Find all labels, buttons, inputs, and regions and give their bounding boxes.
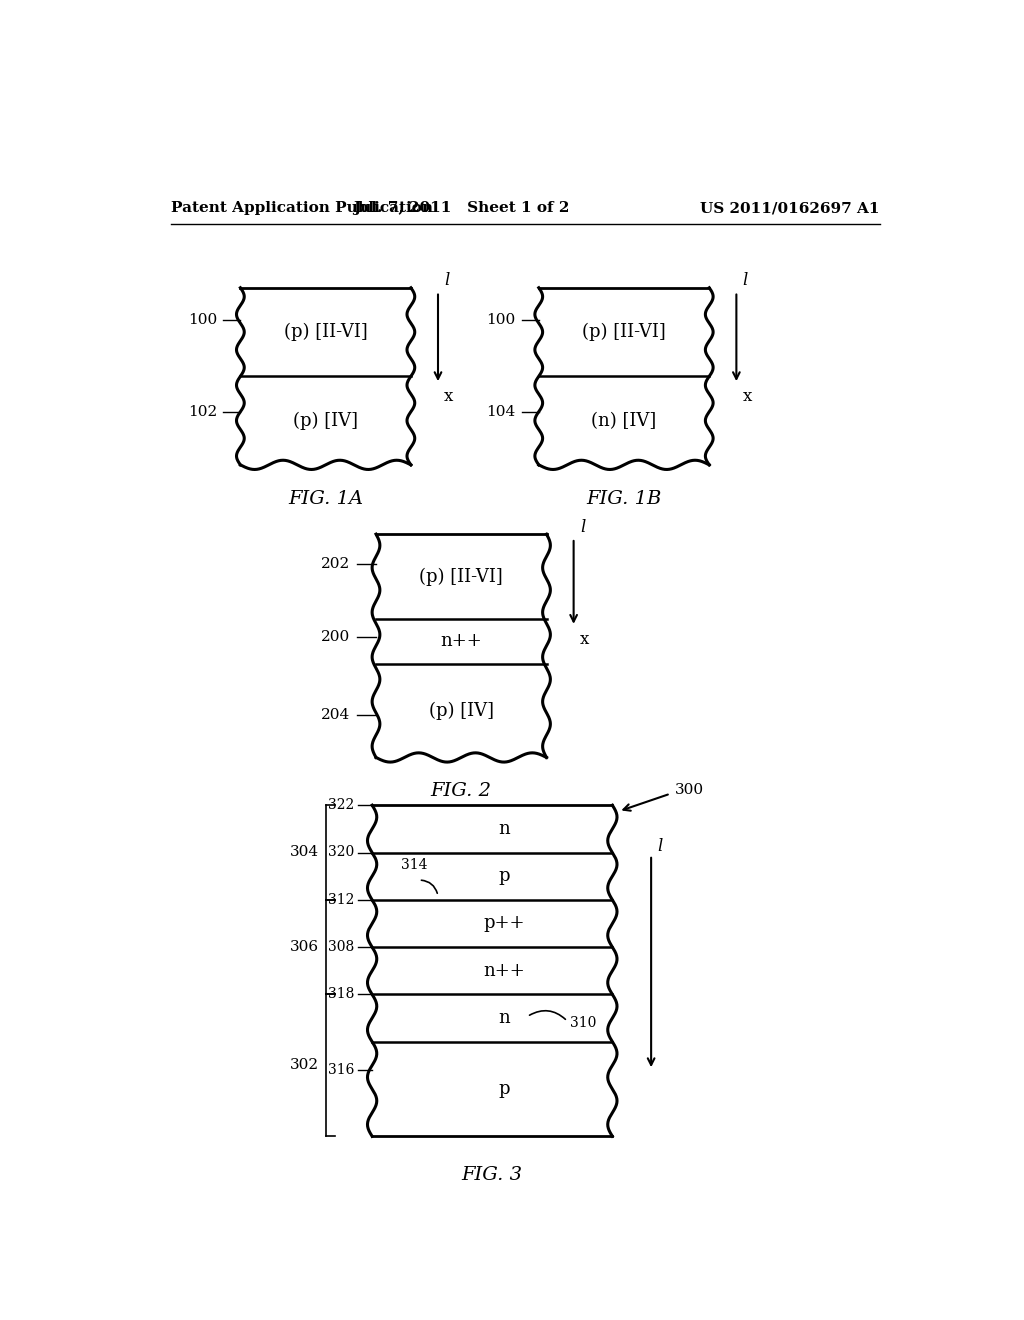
- Text: 310: 310: [569, 1016, 596, 1030]
- Text: 308: 308: [328, 940, 354, 954]
- Text: FIG. 3: FIG. 3: [462, 1166, 522, 1184]
- Text: l: l: [657, 838, 663, 855]
- Text: 320: 320: [328, 846, 354, 859]
- Text: 322: 322: [328, 799, 354, 812]
- Text: 318: 318: [328, 987, 354, 1002]
- Text: p++: p++: [483, 915, 524, 932]
- Text: FIG. 1B: FIG. 1B: [587, 490, 662, 507]
- Text: US 2011/0162697 A1: US 2011/0162697 A1: [700, 202, 880, 215]
- Text: FIG. 2: FIG. 2: [431, 781, 492, 800]
- Text: 306: 306: [290, 940, 319, 954]
- Text: FIG. 1A: FIG. 1A: [288, 490, 364, 507]
- Text: (p) [IV]: (p) [IV]: [429, 701, 494, 719]
- Text: 304: 304: [290, 846, 319, 859]
- Text: (p) [II-VI]: (p) [II-VI]: [582, 323, 666, 341]
- Text: (p) [II-VI]: (p) [II-VI]: [284, 323, 368, 341]
- Text: (n) [IV]: (n) [IV]: [592, 412, 656, 429]
- Text: l: l: [580, 519, 585, 536]
- Text: (p) [II-VI]: (p) [II-VI]: [420, 568, 503, 586]
- Text: l: l: [742, 272, 748, 289]
- Text: n: n: [498, 820, 510, 838]
- Text: 100: 100: [486, 313, 515, 326]
- Text: Jul. 7, 2011   Sheet 1 of 2: Jul. 7, 2011 Sheet 1 of 2: [353, 202, 569, 215]
- Text: n++: n++: [440, 632, 482, 651]
- Text: n: n: [498, 1008, 510, 1027]
- Text: l: l: [444, 272, 450, 289]
- Text: Patent Application Publication: Patent Application Publication: [171, 202, 432, 215]
- Text: x: x: [580, 631, 589, 648]
- Text: 300: 300: [675, 783, 703, 797]
- Text: 100: 100: [187, 313, 217, 326]
- Text: x: x: [742, 388, 752, 405]
- Text: 314: 314: [401, 858, 428, 873]
- Text: 104: 104: [486, 405, 515, 418]
- Text: n++: n++: [483, 962, 524, 979]
- Text: 202: 202: [322, 557, 350, 570]
- Text: 302: 302: [290, 1059, 319, 1072]
- Text: 316: 316: [328, 1063, 354, 1077]
- Text: 204: 204: [322, 709, 350, 722]
- Text: (p) [IV]: (p) [IV]: [293, 412, 358, 430]
- Text: x: x: [444, 388, 454, 405]
- Text: p: p: [498, 867, 510, 886]
- Text: 200: 200: [322, 630, 350, 644]
- Text: p: p: [498, 1080, 510, 1098]
- Text: 102: 102: [187, 405, 217, 418]
- Text: 312: 312: [328, 892, 354, 907]
